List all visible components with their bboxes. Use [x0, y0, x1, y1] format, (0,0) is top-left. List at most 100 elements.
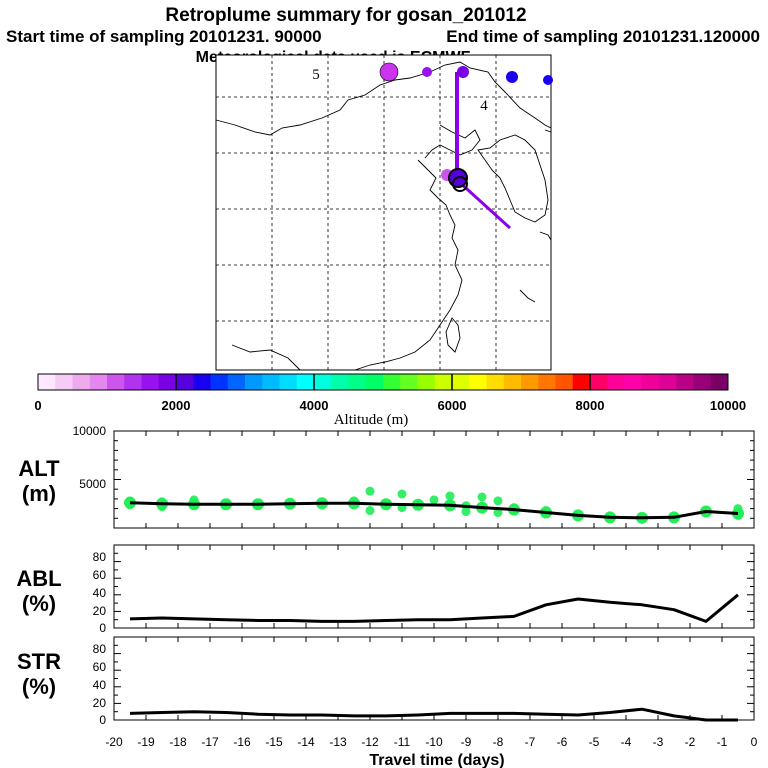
- colorbar-frame: [37, 373, 729, 391]
- abl-ytick-label: 60: [93, 568, 107, 582]
- abl-panel-frame: [113, 544, 755, 629]
- alt-mean-point: [124, 496, 136, 509]
- trajectory-markers: [379, 62, 553, 192]
- trajectory-marker: [457, 66, 469, 78]
- xaxis-tick-label: -3: [653, 735, 664, 749]
- abl-ytick-label: 20: [93, 604, 107, 618]
- colorbar-cell: [227, 374, 246, 390]
- colorbar-cell: [314, 374, 332, 390]
- series-lines: [129, 501, 739, 722]
- alt-scatter-point: [397, 489, 407, 499]
- str-label-bottom: (%): [22, 674, 56, 699]
- xaxis-tick-label: -18: [169, 735, 187, 749]
- alt-scatter-point: [493, 496, 503, 506]
- colorbar: 0 2000 4000 6000 8000 10000 Altitude (m): [34, 373, 746, 428]
- colorbar-cell: [469, 374, 487, 390]
- colorbar-cell: [72, 374, 91, 390]
- abl-ytick-label: 0: [99, 621, 106, 635]
- timeseries-panels: ALT (m) ABL (%) STR (%) 10000 5000 80 60…: [16, 424, 757, 768]
- xaxis-tick-label: -2: [685, 735, 696, 749]
- colorbar-cell: [158, 374, 177, 390]
- colorbar-cell: [452, 374, 470, 390]
- colorbar-cell: [262, 374, 280, 390]
- xaxis-tick-label: -1: [717, 735, 728, 749]
- trajectory-marker: [506, 71, 518, 83]
- colorbar-cell: [590, 374, 608, 390]
- alt-panel-frame: [113, 430, 755, 529]
- map-gridlines: [216, 55, 551, 370]
- abl-series-line: [129, 593, 739, 623]
- str-ytick-label: 60: [93, 660, 107, 674]
- xaxis-tick-labels: -20 -19 -18 -17 -16 -15 -14 -13 -12 -11 -10 -9 -8 -7-…: [105, 735, 757, 749]
- xaxis-label: Travel time (days): [369, 752, 504, 768]
- colorbar-tick-label: 8000: [576, 398, 605, 413]
- alt-label-bottom: (m): [22, 481, 56, 506]
- colorbar-cell: [383, 374, 401, 390]
- colorbar-tick-label: 6000: [438, 398, 467, 413]
- colorbar-axis-label: Altitude (m): [334, 412, 409, 428]
- colorbar-cell: [176, 374, 194, 390]
- alt-ytick-label: 5000: [79, 477, 106, 491]
- colorbar-cell: [676, 374, 694, 390]
- start-time-label: Start time of sampling 20101231. 90000: [6, 27, 322, 46]
- str-panel-frame: [113, 636, 755, 721]
- colorbar-cell: [296, 374, 315, 390]
- release-cluster: [452, 176, 468, 192]
- xaxis-tick-label: -6: [557, 735, 568, 749]
- alt-ytick-label: 10000: [73, 424, 107, 438]
- xaxis-tick-label: -15: [265, 735, 283, 749]
- colorbar-cell: [641, 374, 660, 390]
- colorbar-cells: [38, 374, 729, 390]
- alt-scatter-point: [445, 491, 455, 501]
- alt-scatter-point: [477, 492, 487, 502]
- xaxis-tick-label: -17: [201, 735, 219, 749]
- map-panel: 5 4: [215, 54, 553, 371]
- abl-label-top: ABL: [16, 566, 61, 591]
- colorbar-tick-label: 2000: [162, 398, 191, 413]
- day-marker-4: 4: [480, 98, 488, 114]
- colorbar-cell: [710, 374, 729, 390]
- colorbar-cell: [659, 374, 677, 390]
- alt-scatter-point: [461, 507, 471, 517]
- xaxis-tick-label: -13: [329, 735, 347, 749]
- colorbar-cell: [572, 374, 591, 390]
- xaxis-tick-label: -12: [361, 735, 379, 749]
- alt-scatter-point: [365, 486, 375, 496]
- xaxis-tick-label: -19: [137, 735, 155, 749]
- xaxis-tick-label: -4: [621, 735, 632, 749]
- figure-title: Retroplume summary for gosan_201012: [165, 5, 526, 26]
- str-series-line: [129, 707, 738, 722]
- str-label-top: STR: [17, 649, 61, 674]
- colorbar-ticks: 0 2000 4000 6000 8000 10000: [34, 374, 746, 413]
- colorbar-tick-label: 4000: [300, 398, 329, 413]
- colorbar-cell: [348, 374, 367, 390]
- colorbar-cell: [193, 374, 211, 390]
- str-ytick-label: 20: [93, 696, 107, 710]
- colorbar-cell: [279, 374, 298, 390]
- colorbar-cell: [55, 374, 73, 390]
- colorbar-cell: [521, 374, 539, 390]
- xaxis-tick-label: -14: [297, 735, 315, 749]
- str-ytick-label: 40: [93, 678, 107, 692]
- xaxis-tick-label: -20: [105, 735, 123, 749]
- map-frame: [215, 54, 552, 371]
- xaxis-tick-label: -10: [425, 735, 443, 749]
- colorbar-cell: [331, 374, 349, 390]
- colorbar-cell: [693, 374, 712, 390]
- colorbar-cell: [365, 374, 384, 390]
- colorbar-tick-label: 10000: [710, 398, 746, 413]
- xaxis-tick-label: -7: [525, 735, 536, 749]
- xaxis-tick-label: -16: [233, 735, 251, 749]
- colorbar-cell: [400, 374, 418, 390]
- colorbar-cell: [38, 374, 56, 390]
- xaxis-tick-label: -9: [461, 735, 472, 749]
- colorbar-cell: [417, 374, 436, 390]
- trajectory-marker: [422, 67, 432, 77]
- day-marker-5: 5: [312, 67, 320, 83]
- colorbar-cell: [555, 374, 574, 390]
- colorbar-cell: [141, 374, 160, 390]
- colorbar-cell: [607, 374, 625, 390]
- alt-scatter-point: [429, 495, 439, 505]
- xaxis-tick-label: 0: [751, 735, 758, 749]
